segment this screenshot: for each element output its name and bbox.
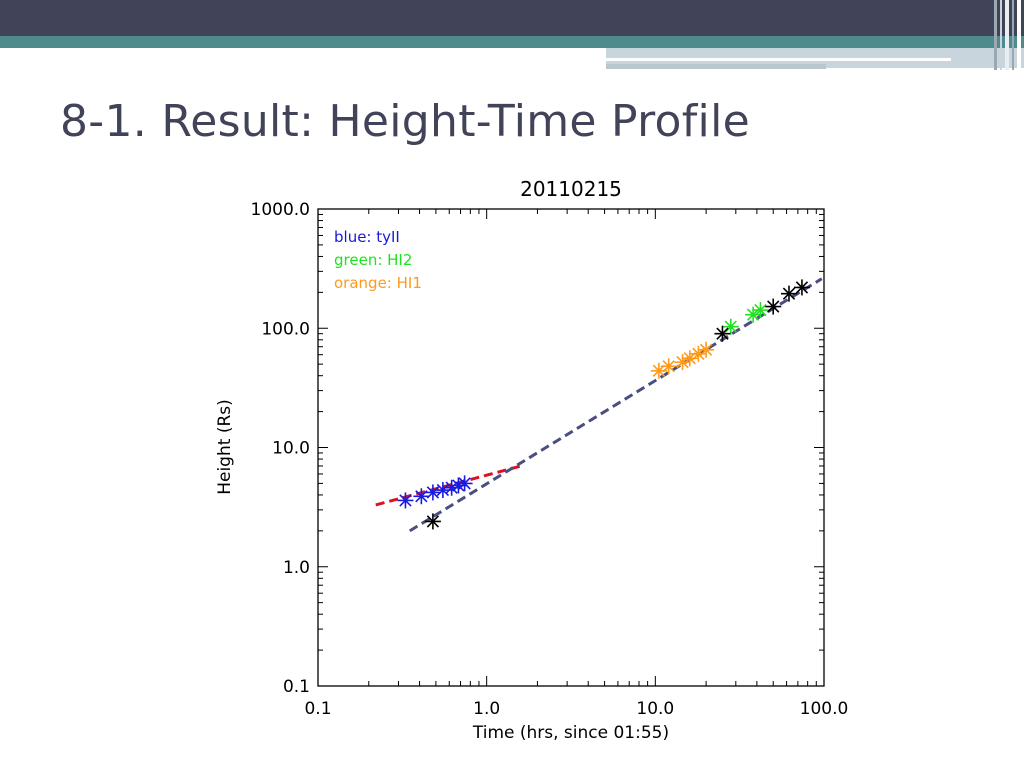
data-point [765,298,782,315]
data-point [714,325,731,342]
y-tick-label: 100.0 [261,319,310,339]
grey-accent-strip [606,64,826,69]
data-point [413,488,430,505]
data-points [397,279,810,530]
data-point [752,302,769,319]
x-axis-label: Time (hrs, since 01:55) [472,723,669,743]
fit-line [408,277,823,533]
y-tick-label: 0.1 [283,677,310,697]
data-point [793,279,810,296]
y-tick-label: 1000.0 [251,200,310,220]
teal-accent-band [0,36,1024,48]
legend-entry: orange: HI1 [334,274,422,292]
data-point [698,341,715,358]
x-tick-label: 0.1 [304,699,331,719]
decorative-stripes [994,0,1024,70]
data-point [660,358,677,375]
top-bar [0,0,1024,36]
accent-line [606,58,951,61]
x-tick-label: 10.0 [636,699,674,719]
data-point [424,484,441,501]
axis-ticks [317,208,825,687]
data-point [397,492,414,509]
slide-title: 8-1. Result: Height-Time Profile [60,96,750,147]
x-tick-label: 100.0 [800,699,849,719]
chart-title: 20110215 [520,177,622,201]
y-tick-label: 10.0 [272,439,310,459]
data-point [681,350,698,367]
axis-tick-labels: 0.1 1.0 10.0 100.0 0.1 1.0 10.0 100.0 1000.0 [251,200,849,719]
data-point [456,475,473,492]
legend: blue: tyII green: HI2 orange: HI1 [334,228,422,292]
data-point [424,513,441,530]
x-tick-label: 1.0 [473,699,500,719]
legend-entry: green: HI2 [334,251,412,269]
legend-entry: blue: tyII [334,228,400,246]
data-point [780,285,797,302]
y-axis-label: Height (Rs) [215,399,235,495]
y-tick-label: 1.0 [283,558,310,578]
data-point [722,318,739,335]
